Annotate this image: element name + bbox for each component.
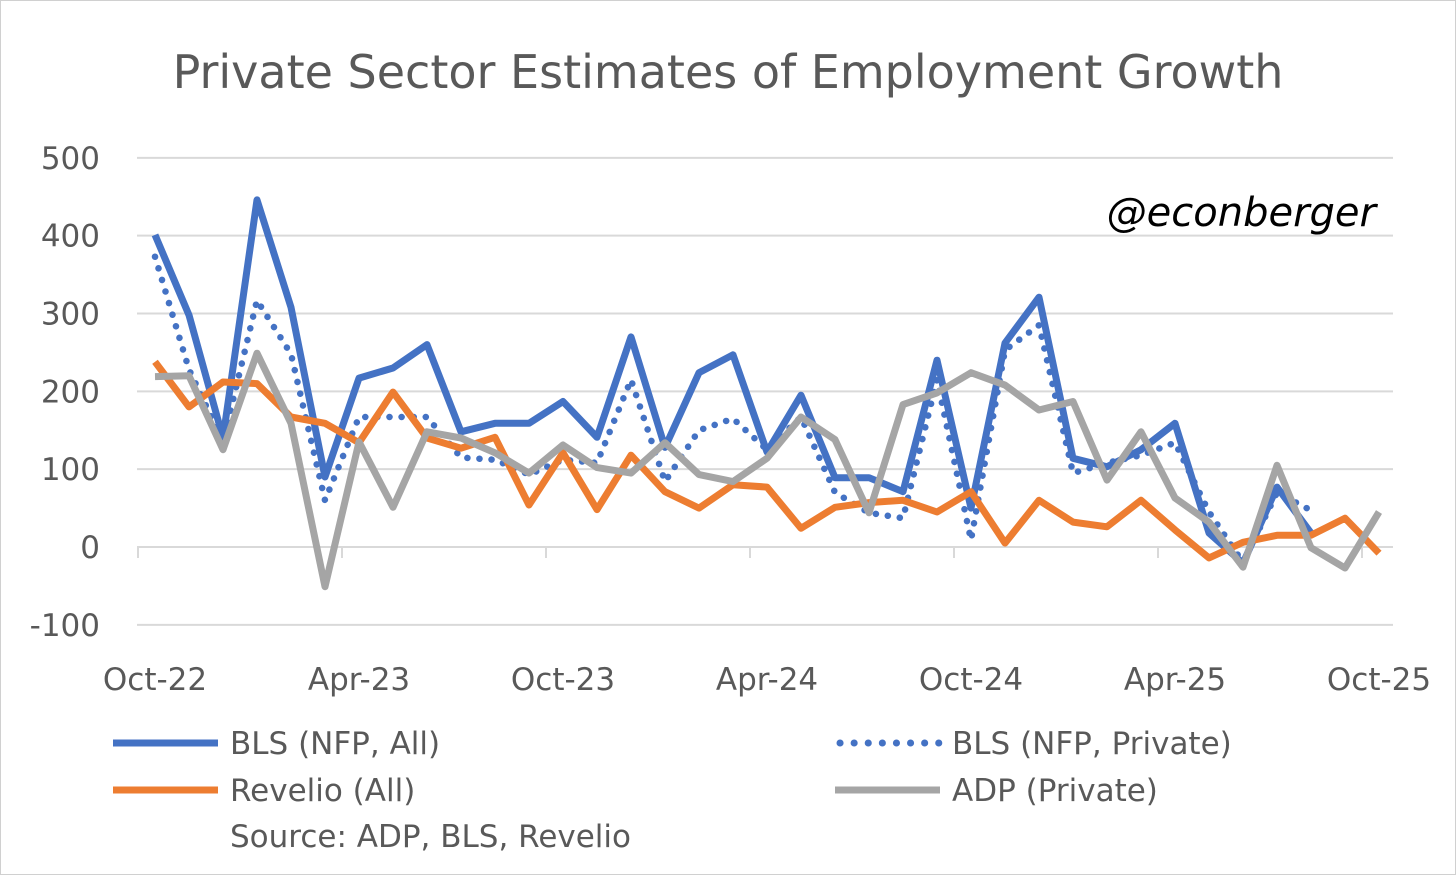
- y-tick-label: 100: [41, 452, 100, 488]
- gridlines: [137, 156, 1393, 626]
- watermark: @econberger: [1107, 190, 1379, 236]
- series-line-adp-private: [154, 349, 1382, 591]
- x-tick-label: Oct-24: [919, 662, 1023, 698]
- series-line-bls-nfp-private: [151, 253, 1315, 566]
- x-tick-label: Oct-25: [1327, 662, 1431, 698]
- y-tick-label: 400: [41, 219, 100, 255]
- x-axis: Oct-22 Apr-23 Oct-23 Apr-24 Oct-24 Apr-25 Oct-…: [103, 546, 1431, 698]
- source-note: Source: ADP, BLS, Revelio: [230, 819, 631, 855]
- legend-label: BLS (NFP, All): [230, 726, 440, 762]
- y-tick-label: 300: [41, 297, 100, 333]
- legend: BLS (NFP, All) BLS (NFP, Private) Revelio …: [113, 726, 1232, 809]
- chart-title: Private Sector Estimates of Employment G…: [173, 45, 1284, 99]
- y-tick-label: 0: [80, 530, 100, 566]
- x-tick-label: Apr-23: [308, 662, 410, 698]
- y-tick-label: -100: [30, 608, 100, 644]
- series-lines: [151, 196, 1382, 591]
- y-tick-label: 500: [41, 141, 100, 177]
- legend-label: Revelio (All): [230, 773, 415, 809]
- y-axis-labels: -100 0 100 200 300 400 500: [30, 141, 100, 644]
- x-tick-label: Apr-24: [716, 662, 818, 698]
- x-tick-label: Oct-22: [103, 662, 207, 698]
- legend-label: BLS (NFP, Private): [952, 726, 1232, 762]
- y-tick-label: 200: [41, 374, 100, 410]
- x-tick-label: Oct-23: [511, 662, 615, 698]
- legend-label: ADP (Private): [952, 773, 1158, 809]
- x-tick-label: Apr-25: [1124, 662, 1226, 698]
